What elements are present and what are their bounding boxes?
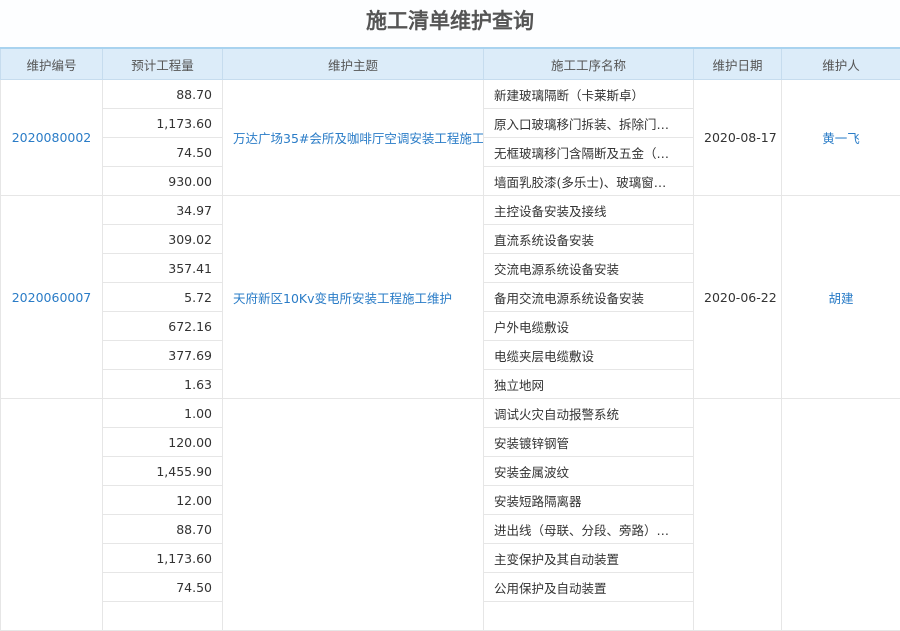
maintenance-date-cell: 2020-08-17 — [694, 80, 782, 196]
quantity-cell: 309.02 — [103, 225, 223, 254]
process-name-cell: 新建玻璃隔断（卡莱斯卓） — [484, 80, 694, 109]
process-name-cell: 调试火灾自动报警系统 — [484, 399, 694, 428]
quantity-cell: 1,173.60 — [103, 544, 223, 573]
maintenance-date-cell: 2020-06-22 — [694, 196, 782, 399]
maintenance-topic-link[interactable] — [223, 399, 484, 631]
quantity-cell: 88.70 — [103, 515, 223, 544]
process-name-cell: 主变保护及其自动装置 — [484, 544, 694, 573]
quantity-cell: 34.97 — [103, 196, 223, 225]
quantity-cell: 672.16 — [103, 312, 223, 341]
quantity-cell: 12.00 — [103, 486, 223, 515]
maintainer-link[interactable]: 黄一飞 — [782, 80, 900, 196]
quantity-cell: 377.69 — [103, 341, 223, 370]
maintenance-id-link[interactable]: 2020060007 — [1, 196, 103, 399]
process-name-cell: 墙面乳胶漆(多乐士)、玻璃窗… — [484, 167, 694, 196]
maintenance-table: 维护编号 预计工程量 维护主题 施工工序名称 维护日期 维护人 20200800… — [0, 47, 900, 631]
quantity-cell: 74.50 — [103, 138, 223, 167]
maintenance-date-cell — [694, 399, 782, 631]
col-header-topic[interactable]: 维护主题 — [223, 48, 484, 80]
table-row[interactable]: 1.00 调试火灾自动报警系统 — [1, 399, 900, 428]
col-header-id[interactable]: 维护编号 — [1, 48, 103, 80]
table-header: 维护编号 预计工程量 维护主题 施工工序名称 维护日期 维护人 — [1, 48, 900, 80]
quantity-cell: 930.00 — [103, 167, 223, 196]
process-name-cell: 电缆夹层电缆敷设 — [484, 341, 694, 370]
process-name-cell: 直流系统设备安装 — [484, 225, 694, 254]
maintainer-link[interactable] — [782, 399, 900, 631]
quantity-cell: 1,173.60 — [103, 109, 223, 138]
process-name-cell: 无框玻璃移门含隔断及五金（… — [484, 138, 694, 167]
process-name-cell: 进出线（母联、分段、旁路）… — [484, 515, 694, 544]
maintenance-id-link[interactable] — [1, 399, 103, 631]
process-name-cell: 公用保护及自动装置 — [484, 573, 694, 602]
quantity-cell — [103, 602, 223, 631]
col-header-quantity[interactable]: 预计工程量 — [103, 48, 223, 80]
col-header-person[interactable]: 维护人 — [782, 48, 900, 80]
col-header-date[interactable]: 维护日期 — [694, 48, 782, 80]
quantity-cell: 1,455.90 — [103, 457, 223, 486]
process-name-cell: 安装镀锌钢管 — [484, 428, 694, 457]
quantity-cell: 1.00 — [103, 399, 223, 428]
process-name-cell: 户外电缆敷设 — [484, 312, 694, 341]
maintenance-topic-link[interactable]: 万达广场35#会所及咖啡厅空调安装工程施工 — [223, 80, 484, 196]
process-name-cell: 安装短路隔离器 — [484, 486, 694, 515]
process-name-cell: 独立地网 — [484, 370, 694, 399]
process-name-cell: 交流电源系统设备安装 — [484, 254, 694, 283]
quantity-cell: 5.72 — [103, 283, 223, 312]
quantity-cell: 120.00 — [103, 428, 223, 457]
process-name-cell: 原入口玻璃移门拆装、拆除门… — [484, 109, 694, 138]
maintenance-topic-link[interactable]: 天府新区10Kv变电所安装工程施工维护 — [223, 196, 484, 399]
process-name-cell: 备用交流电源系统设备安装 — [484, 283, 694, 312]
maintenance-id-link[interactable]: 2020080002 — [1, 80, 103, 196]
process-name-cell — [484, 602, 694, 631]
maintainer-link[interactable]: 胡建 — [782, 196, 900, 399]
quantity-cell: 74.50 — [103, 573, 223, 602]
quantity-cell: 1.63 — [103, 370, 223, 399]
col-header-process[interactable]: 施工工序名称 — [484, 48, 694, 80]
process-name-cell: 主控设备安装及接线 — [484, 196, 694, 225]
process-name-cell: 安装金属波纹 — [484, 457, 694, 486]
quantity-cell: 88.70 — [103, 80, 223, 109]
quantity-cell: 357.41 — [103, 254, 223, 283]
page-title: 施工清单维护查询 — [0, 0, 900, 47]
